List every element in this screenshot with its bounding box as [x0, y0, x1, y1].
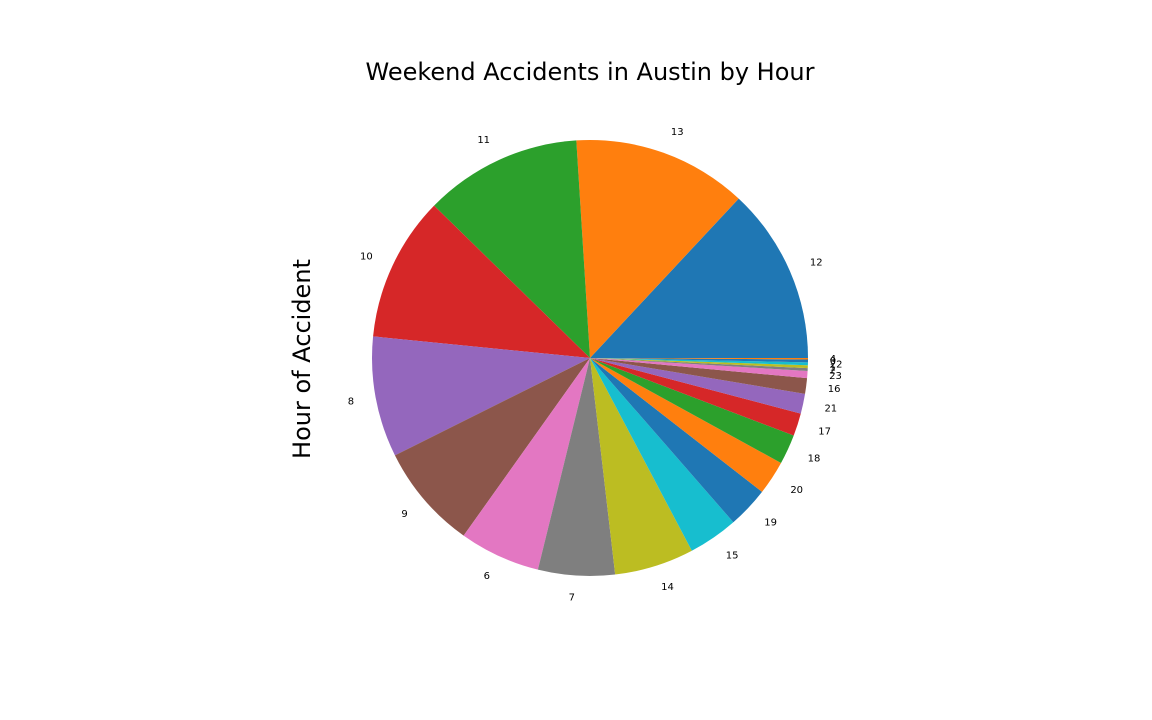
pie-label-17: 17 [818, 426, 831, 437]
pie-slice-11 [434, 140, 590, 358]
pie-label-7: 7 [569, 592, 575, 603]
pie-slice-14 [590, 358, 692, 575]
pie-label-12: 12 [810, 257, 823, 268]
pie-slice-9 [394, 358, 590, 536]
pie-slice-13 [576, 139, 739, 358]
pie-label-11: 11 [477, 135, 490, 146]
pie-slice-1 [590, 358, 808, 369]
pie-label-15: 15 [726, 551, 739, 562]
pie-label-1: 1 [830, 363, 836, 374]
pie-slice-18 [590, 358, 794, 464]
pie-label-23: 23 [829, 371, 842, 382]
pie-label-0: 0 [830, 356, 836, 367]
pie-slice-0 [590, 358, 808, 363]
pie-slice-21 [590, 358, 806, 414]
pie-slice-7 [537, 358, 616, 577]
pie-slice-20 [590, 358, 782, 492]
pie-label-21: 21 [824, 403, 837, 414]
pie-label-6: 6 [484, 571, 490, 582]
pie-slice-15 [590, 358, 734, 551]
pie-label-22: 22 [830, 359, 843, 370]
pie-label-10: 10 [360, 252, 373, 263]
pie-label-18: 18 [808, 454, 821, 465]
pie-slice-12 [590, 198, 808, 358]
pie-label-19: 19 [764, 518, 777, 529]
pie-slice-23 [590, 358, 808, 379]
pie-label-9: 9 [401, 509, 407, 520]
pie-slice-4 [590, 358, 809, 360]
chart-title: Weekend Accidents in Austin by Hour [366, 58, 815, 86]
pie-label-16: 16 [828, 384, 841, 395]
pie-label-4: 4 [830, 354, 836, 365]
pie-slice-2 [590, 358, 808, 371]
pie-label-14: 14 [661, 582, 674, 593]
pie-slice-8 [371, 336, 590, 456]
pie-slice-22 [590, 358, 808, 366]
pie-slice-10 [373, 205, 590, 358]
pie-label-20: 20 [790, 485, 803, 496]
pie-label-2: 2 [829, 366, 835, 377]
pie-slice-6 [463, 358, 590, 570]
pie-label-13: 13 [671, 127, 684, 138]
pie-slices [371, 139, 809, 577]
pie-slice-19 [590, 358, 763, 523]
pie-slice-16 [590, 358, 808, 394]
y-axis-label: Hour of Accident [288, 259, 316, 459]
pie-slice-17 [590, 358, 801, 436]
pie-label-8: 8 [348, 396, 354, 407]
